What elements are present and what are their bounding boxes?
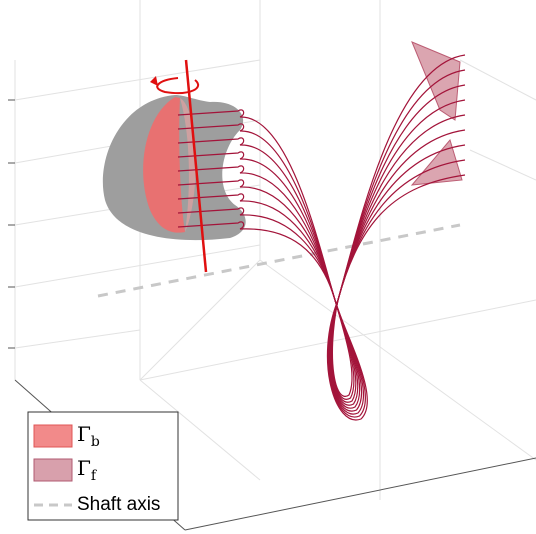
legend: Γb Γf Shaft axis <box>28 412 178 520</box>
legend-swatch <box>34 425 72 447</box>
figure: Γb Γf Shaft axis <box>0 0 536 534</box>
shaft-axis <box>98 225 460 296</box>
gamma-f-surface-top <box>412 42 460 120</box>
legend-swatch <box>34 459 72 481</box>
legend-label: Shaft axis <box>77 494 160 515</box>
rotation-arrow <box>157 78 198 93</box>
